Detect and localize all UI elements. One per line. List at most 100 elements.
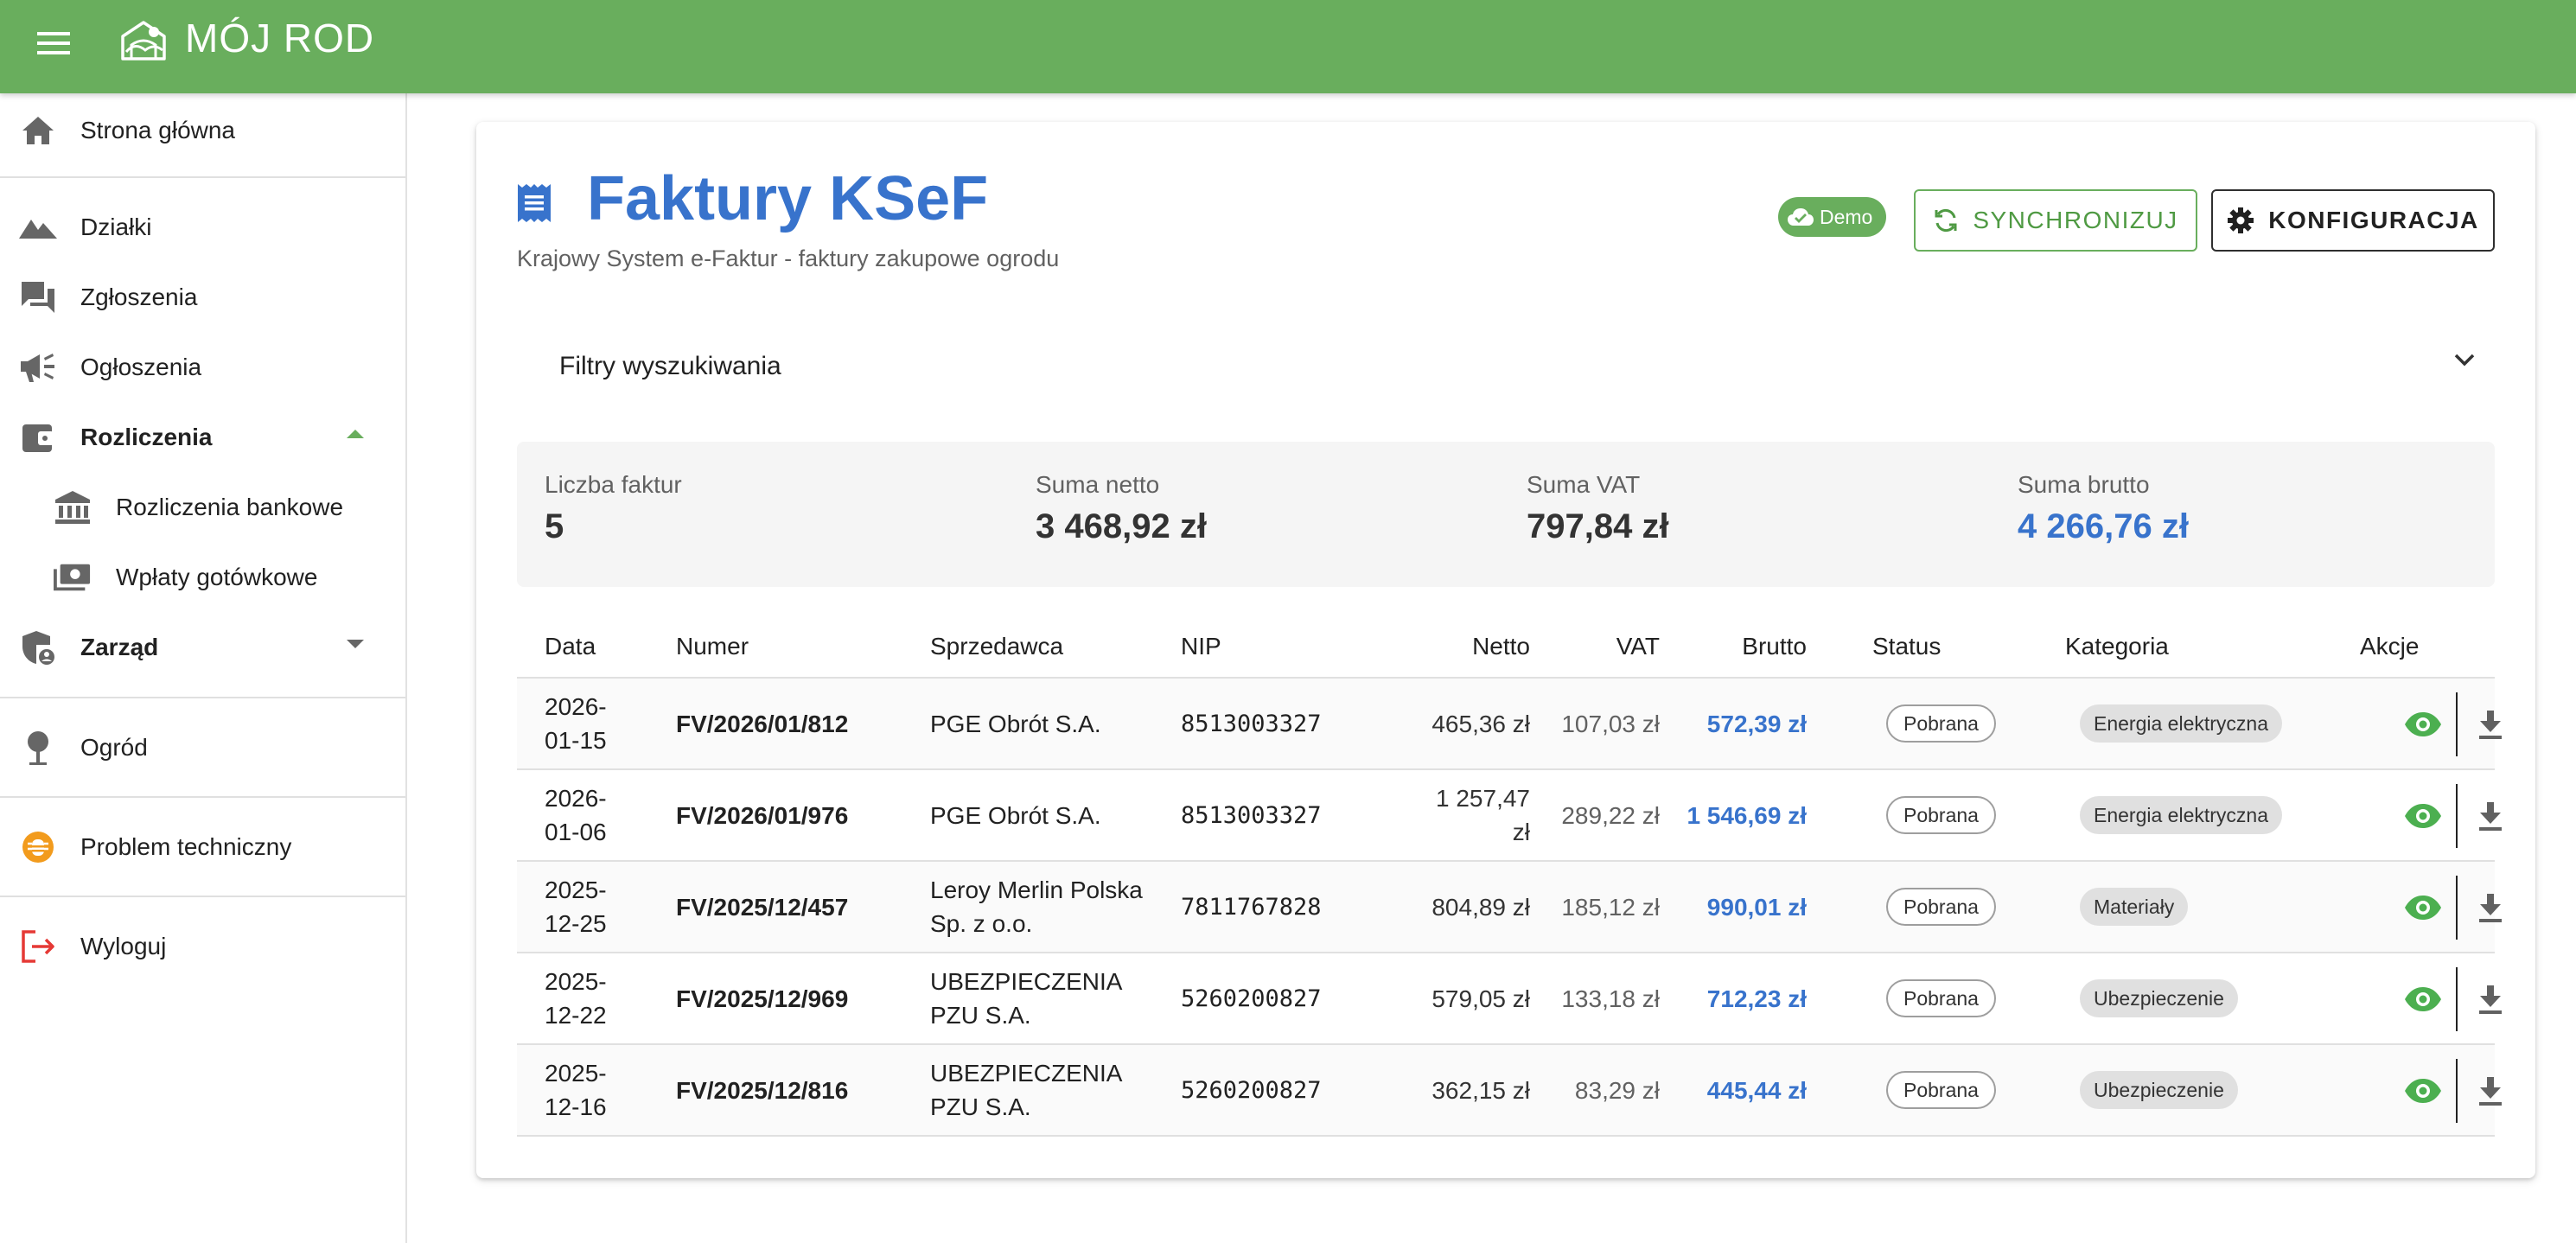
cell-nip: 7811767828 [1181,893,1322,921]
landscape-icon [19,208,57,246]
chevron-down-icon[interactable] [2453,353,2476,368]
configuration-button[interactable]: KONFIGURACJA [2211,189,2495,252]
cell-gross: 990,01 zł [1706,893,1807,921]
sidebar-item-garden[interactable]: Ogród [0,717,405,778]
divider [0,796,405,798]
view-eye-icon[interactable] [2403,704,2443,744]
app-title[interactable]: MÓJ ROD [185,16,375,61]
column-header-net[interactable]: Netto [1472,633,1530,660]
cell-seller: UBEZPIECZENIA PZU S.A. [930,968,1121,1029]
cell-nip: 8513003327 [1181,801,1322,829]
cell-vat: 107,03 zł [1561,710,1660,737]
divider [0,697,405,698]
logout-icon [19,927,57,966]
cell-category: Ubezpieczenie [2073,1045,2332,1135]
sidebar-item-cash-payments[interactable]: Wpłaty gotówkowe [0,547,405,608]
status-badge: Pobrana [1886,979,1996,1017]
stat-value: 4 266,76 zł [2018,507,2189,545]
cell-vat: 185,12 zł [1561,893,1660,921]
cell-vat: 133,18 zł [1561,985,1660,1012]
search-filters-panel[interactable]: Filtry wyszukiwania [517,319,2495,414]
sidebar-item-management[interactable]: Zarząd [0,617,405,678]
cell-net: 362,15 zł [1431,1076,1530,1104]
table-row[interactable]: 2026-01-15 FV/2026/01/812 PGE Obrót S.A. 85… [517,679,2502,770]
column-header-status[interactable]: Status [1872,633,1942,660]
column-header-category[interactable]: Kategoria [2065,633,2169,660]
stat-value: 3 468,92 zł [1036,507,1207,545]
actions-divider [2456,967,2458,1031]
cell-date: 2025-12-25 [545,876,607,937]
wallet-icon [19,418,57,456]
divider [0,176,405,178]
category-chip: Ubezpieczenie [2080,1071,2238,1109]
sidebar-item-bank-settlements[interactable]: Rozliczenia bankowe [0,477,405,538]
admin-shield-icon [19,628,57,666]
view-eye-icon[interactable] [2403,796,2443,836]
cell-actions [2372,953,2502,1043]
cell-gross: 712,23 zł [1706,985,1807,1012]
sidebar-item-technical-problem[interactable]: Problem techniczny [0,817,405,877]
cell-seller: Leroy Merlin Polska Sp. z o.o. [930,876,1143,937]
sidebar-item-home[interactable]: Strona główna [0,100,405,161]
bank-icon [54,488,92,526]
cell-invoice-number: FV/2025/12/969 [676,985,849,1012]
sidebar-item-reports[interactable]: Zgłoszenia [0,267,405,328]
category-chip: Energia elektryczna [2080,796,2282,834]
menu-icon[interactable] [33,22,74,64]
cell-nip: 5260200827 [1181,985,1322,1012]
download-icon[interactable] [2471,1071,2510,1111]
stat-label: Suma netto [1036,471,1160,498]
sidebar-item-logout[interactable]: Wyloguj [0,916,405,977]
caret-up-icon[interactable] [346,428,365,440]
garden-logo-icon[interactable] [119,17,168,62]
sidebar-item-label: Strona główna [80,117,236,143]
column-header-number[interactable]: Numer [676,633,749,660]
column-header-date[interactable]: Data [545,633,596,660]
cell-seller: UBEZPIECZENIA PZU S.A. [930,1060,1121,1120]
cell-nip: 5260200827 [1181,1076,1322,1104]
cell-status: Pobrana [1879,679,2052,768]
download-icon[interactable] [2471,888,2510,927]
sidebar-item-plots[interactable]: Działki [0,197,405,258]
column-header-actions: Akcje [2360,633,2420,660]
demo-badge: Demo [1778,197,1887,237]
divider [0,896,405,897]
synchronize-button[interactable]: SYNCHRONIZUJ [1914,189,2197,252]
download-icon[interactable] [2471,979,2510,1019]
sidebar-item-label: Problem techniczny [80,833,292,860]
table-row[interactable]: 2025-12-16 FV/2025/12/816 UBEZPIECZENIA PZ… [517,1045,2502,1137]
column-header-nip[interactable]: NIP [1181,633,1221,660]
bug-icon [19,828,57,866]
sidebar-item-label: Ogród [80,734,148,761]
cell-invoice-number: FV/2025/12/457 [676,893,849,921]
cell-category: Materiały [2073,862,2332,952]
cell-net: 804,89 zł [1431,893,1530,921]
table-row[interactable]: 2026-01-06 FV/2026/01/976 PGE Obrót S.A. 85… [517,770,2502,862]
table-row[interactable]: 2025-12-25 FV/2025/12/457 Leroy Merlin Pol… [517,862,2502,953]
cell-nip: 8513003327 [1181,710,1322,737]
cell-date: 2026-01-06 [545,785,607,845]
sidebar-item-announcements[interactable]: Ogłoszenia [0,337,405,398]
sidebar-item-settlements[interactable]: Rozliczenia [0,407,405,468]
view-eye-icon[interactable] [2403,1071,2443,1111]
download-icon[interactable] [2471,704,2510,744]
stat-label: Liczba faktur [545,471,682,498]
receipt-icon [516,182,558,227]
column-header-seller[interactable]: Sprzedawca [930,633,1064,660]
view-eye-icon[interactable] [2403,888,2443,927]
gear-icon [2227,207,2254,234]
cell-status: Pobrana [1879,770,2052,860]
cell-gross: 1 546,69 zł [1687,801,1807,829]
invoices-card: Faktury KSeF Krajowy System e-Faktur - f… [476,122,2535,1178]
column-header-vat[interactable]: VAT [1616,633,1660,660]
forum-icon [19,278,57,316]
category-chip: Energia elektryczna [2080,704,2282,743]
cell-status: Pobrana [1879,862,2052,952]
view-eye-icon[interactable] [2403,979,2443,1019]
download-icon[interactable] [2471,796,2510,836]
synchronize-button-label: SYNCHRONIZUJ [1973,207,2178,233]
sidebar-item-label: Działki [80,214,152,240]
table-row[interactable]: 2025-12-22 FV/2025/12/969 UBEZPIECZENIA PZ… [517,953,2502,1045]
caret-down-icon[interactable] [346,638,365,650]
column-header-gross[interactable]: Brutto [1742,633,1807,660]
